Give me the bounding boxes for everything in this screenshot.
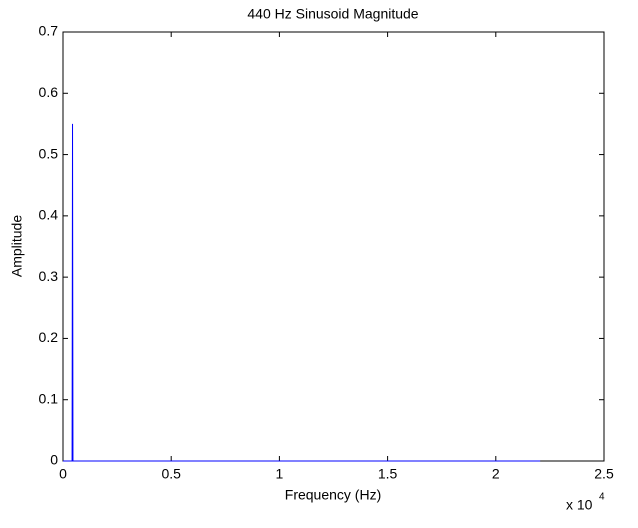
y-tick-label: 0.6 [39,84,59,100]
x-tick-label: 0 [59,466,67,482]
x-axis-label: Frequency (Hz) [285,487,381,503]
x-tick-label: 1.5 [378,466,398,482]
chart-title: 440 Hz Sinusoid Magnitude [247,6,418,22]
x-multiplier-exponent: 4 [599,492,605,503]
y-tick-label: 0.5 [39,145,59,161]
y-tick-label: 0.1 [39,390,59,406]
x-tick-label: 2.5 [594,466,614,482]
x-tick-label: 0.5 [161,466,181,482]
y-tick-label: 0.2 [39,329,59,345]
data-line [63,123,541,462]
x-tick-label: 2 [492,466,500,482]
y-tick-label: 0.7 [39,23,59,39]
y-tick-label: 0.4 [39,207,59,223]
y-axis-label: Amplitude [9,215,25,277]
x-multiplier: x 10 [566,497,593,513]
y-tick-label: 0 [50,452,58,468]
x-tick-label: 1 [276,466,284,482]
y-tick-label: 0.3 [39,268,59,284]
